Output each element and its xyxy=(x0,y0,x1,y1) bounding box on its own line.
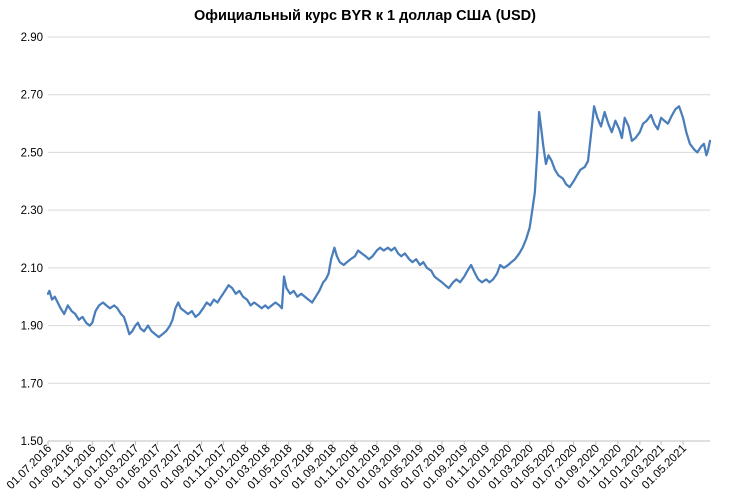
gridlines xyxy=(48,36,710,442)
y-tick-label: 2.10 xyxy=(21,263,43,275)
y-tick-label: 2.30 xyxy=(21,205,43,217)
y-tick-label: 1.50 xyxy=(21,436,43,448)
y-tick-label: 2.70 xyxy=(21,90,43,102)
series-line xyxy=(46,105,712,339)
chart-title: Официальный курс BYR к 1 доллар США (USD… xyxy=(194,8,536,24)
y-axis: 1.50 1.70 1.90 2.10 2.30 2.50 2.70 2.90 xyxy=(21,32,43,448)
y-tick-label: 2.90 xyxy=(21,32,43,44)
series-layer xyxy=(46,105,712,339)
x-axis: 01.07.201601.09.201601.11.201601.01.2017… xyxy=(5,441,689,492)
y-tick-label: 1.70 xyxy=(21,378,43,390)
y-tick-label: 1.90 xyxy=(21,321,43,333)
y-tick-label: 2.50 xyxy=(21,147,43,159)
